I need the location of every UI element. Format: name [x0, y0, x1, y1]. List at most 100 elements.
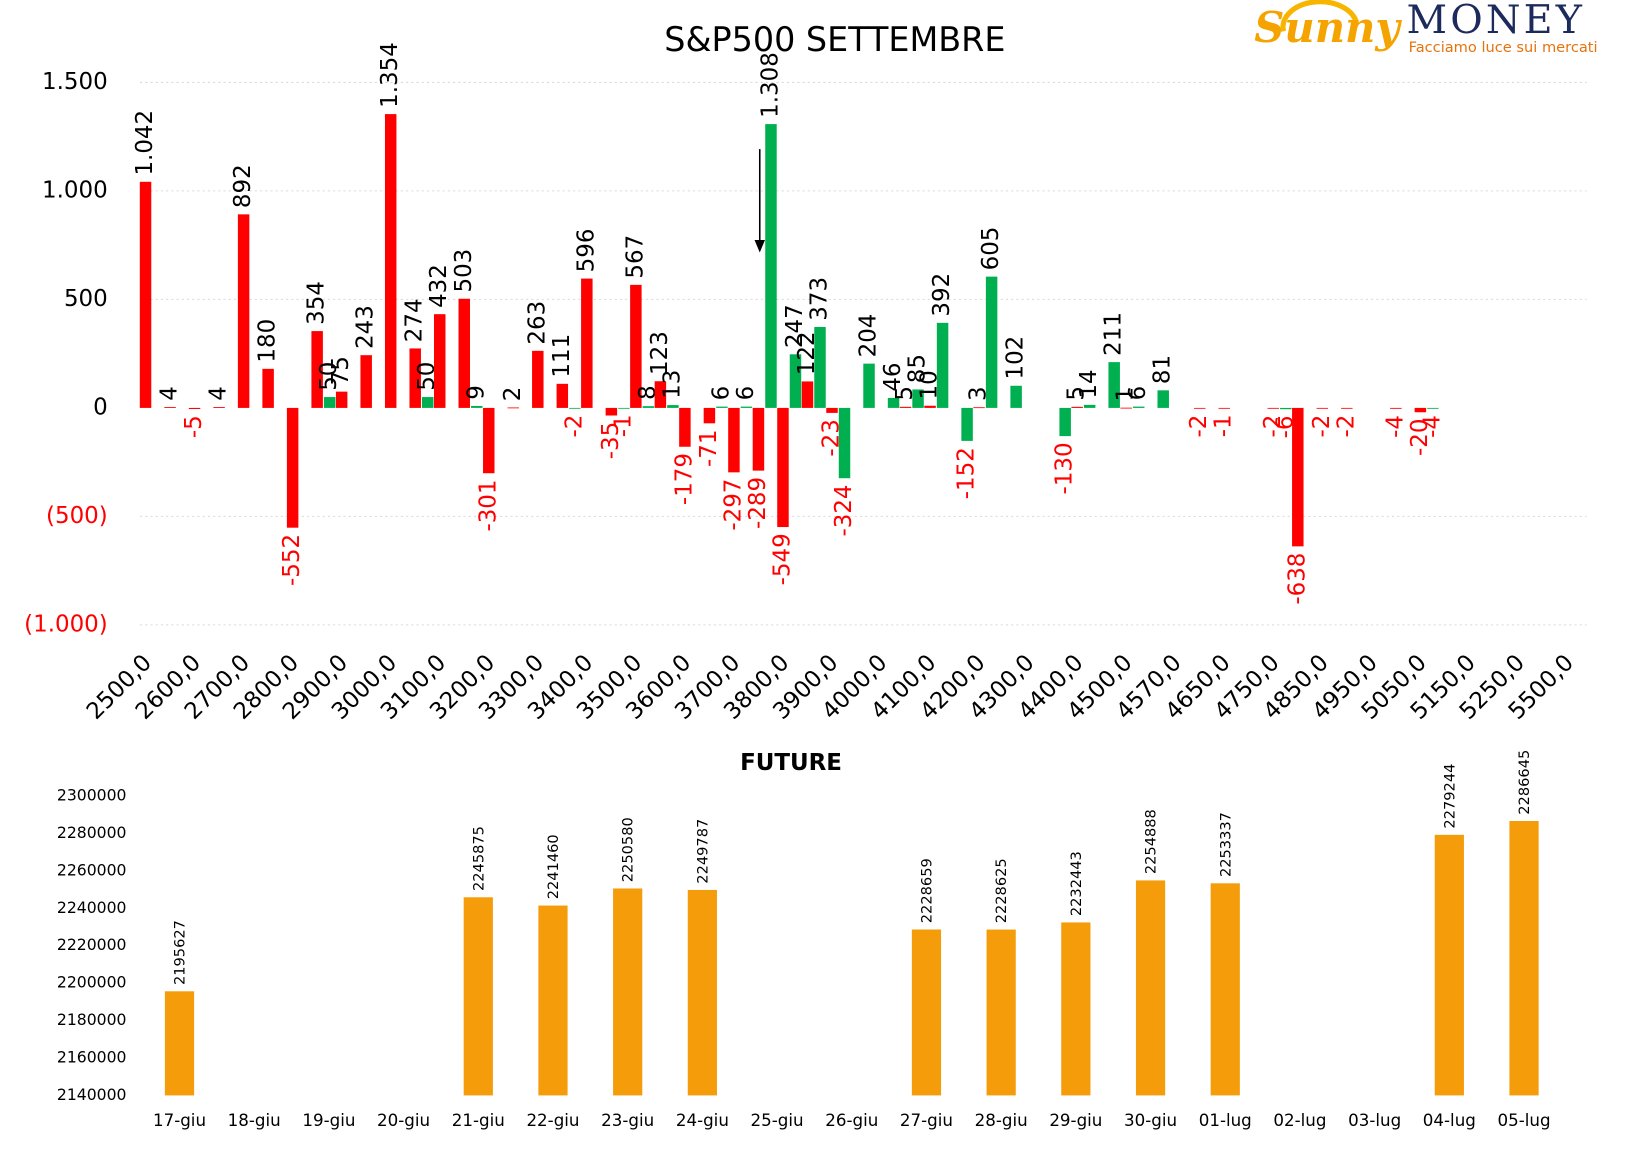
data-label: 46 — [880, 362, 906, 391]
bar — [887, 397, 900, 408]
data-label: -1 — [1211, 414, 1237, 437]
bar — [973, 407, 985, 409]
data-label: 1.042 — [132, 110, 158, 176]
data-label: 50 — [316, 362, 342, 391]
bar — [262, 368, 274, 408]
data-label: 81 — [1150, 355, 1176, 384]
data-label: -4 — [1382, 415, 1408, 438]
bar — [605, 407, 618, 416]
data-label: 432 — [426, 264, 452, 308]
data-label: 605 — [978, 227, 1004, 271]
logo-tagline: Facciamo luce sui mercati — [1409, 39, 1598, 56]
bar — [1135, 880, 1166, 1096]
y-tick-label: 2180000 — [57, 1010, 127, 1029]
data-label: 2241460 — [545, 834, 562, 899]
bar — [1390, 407, 1402, 409]
data-label: -301 — [475, 479, 501, 531]
bar — [213, 407, 225, 408]
bar — [667, 405, 679, 408]
data-label: -179 — [671, 453, 697, 505]
x-tick-label: 01-lug — [1199, 1111, 1252, 1130]
bar — [912, 389, 924, 408]
y-tick-label: 2160000 — [57, 1047, 127, 1066]
bar — [433, 314, 446, 408]
bar — [899, 406, 912, 408]
data-label: 6 — [733, 386, 759, 401]
bar — [335, 391, 348, 408]
data-label: 2253337 — [1217, 812, 1234, 877]
bar — [752, 407, 765, 471]
x-tick-label: 21-giu — [452, 1111, 505, 1130]
x-tick-label: 18-giu — [228, 1111, 281, 1130]
data-label: -35 — [598, 422, 624, 459]
data-label: -549 — [769, 533, 795, 585]
bar — [985, 276, 998, 408]
bar — [360, 355, 372, 408]
x-tick-label: 30-giu — [1124, 1111, 1177, 1130]
annotation-arrow — [754, 149, 765, 253]
data-label: 111 — [549, 334, 575, 378]
data-label: 85 — [905, 354, 931, 383]
bar — [164, 991, 195, 1096]
bar — [716, 406, 728, 408]
bar — [409, 348, 421, 408]
bar — [1194, 407, 1206, 409]
x-tick-label: 27-giu — [900, 1111, 953, 1130]
data-label: -152 — [954, 447, 980, 499]
data-label: 102 — [1003, 336, 1029, 380]
data-label: 3 — [966, 386, 992, 401]
bar — [789, 354, 802, 408]
data-label: -2 — [1186, 415, 1212, 438]
data-label: 2195627 — [172, 920, 189, 985]
bar — [1210, 883, 1240, 1096]
chart-title: S&P500 SETTEMBRE — [664, 20, 1005, 59]
bar — [1157, 390, 1169, 408]
bar — [1267, 407, 1280, 409]
x-tick-label: 24-giu — [676, 1111, 729, 1130]
data-label: -130 — [1052, 442, 1078, 494]
bar — [286, 407, 299, 528]
bar — [311, 331, 323, 408]
bar — [936, 322, 949, 408]
bar — [826, 407, 838, 413]
y-tick-label: 1.000 — [42, 177, 108, 203]
bar — [569, 407, 581, 409]
y-tick-label: 2260000 — [57, 860, 127, 879]
logo-sun — [1280, 0, 1360, 32]
y-tick-label: 2220000 — [57, 935, 127, 954]
x-tick-label: 23-giu — [601, 1111, 654, 1130]
bar — [1218, 407, 1230, 409]
logo-brand: Sunny — [1254, 3, 1402, 52]
data-label: 2254888 — [1143, 809, 1160, 874]
y-tick-label: 1.500 — [42, 69, 108, 95]
bar — [1434, 834, 1464, 1096]
bar — [728, 407, 740, 473]
data-label: 274 — [402, 298, 428, 342]
bar — [1341, 407, 1353, 409]
logo-name: MONEY — [1407, 0, 1585, 43]
data-label: 75 — [328, 356, 354, 385]
y-tick-label: 2200000 — [57, 973, 127, 992]
data-label: 354 — [304, 281, 330, 325]
data-label: 503 — [451, 249, 477, 293]
data-label: 1 — [1113, 387, 1139, 402]
bar — [139, 181, 152, 408]
bar — [1427, 407, 1439, 409]
bar — [961, 407, 973, 441]
bar — [188, 407, 201, 409]
bar — [986, 929, 1016, 1096]
bar — [642, 406, 655, 408]
data-label: -1 — [610, 414, 636, 437]
y-tick-label: 2140000 — [57, 1085, 127, 1104]
bar — [1120, 407, 1132, 409]
data-label: 5 — [892, 386, 918, 401]
data-label: 123 — [647, 331, 673, 375]
data-label: -4 — [1419, 415, 1445, 438]
bar — [237, 214, 250, 408]
bar — [1071, 406, 1083, 408]
bar — [740, 406, 753, 408]
data-label: -638 — [1284, 553, 1310, 605]
data-label: 1.308 — [757, 52, 783, 118]
data-label: -5 — [181, 415, 207, 438]
